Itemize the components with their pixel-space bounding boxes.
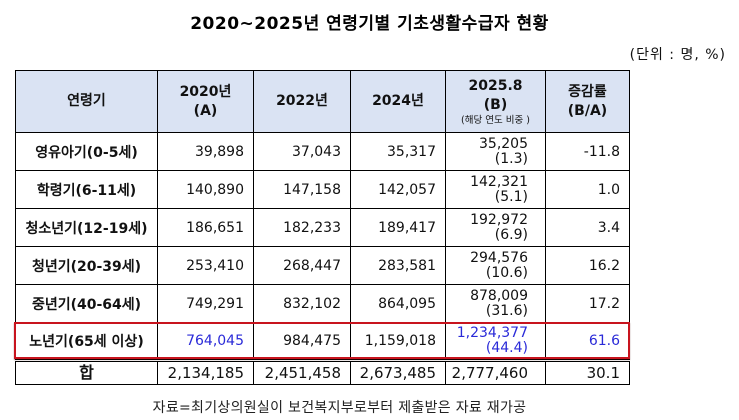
age-group-label: 학령기(6-11세): [15, 170, 158, 209]
age-group-label: 중년기(40-64세): [15, 284, 158, 323]
table-row: 청년기(20-39세) 253,410 268,447 283,581 294,…: [15, 246, 630, 285]
value-2024: 1,159,018: [350, 322, 446, 361]
value-2025-8: 1,234,377 (44.4): [445, 322, 546, 361]
value-2025-8: 142,321 (5.1): [445, 170, 546, 209]
value-2025-8: 878,009 (31.6): [445, 284, 546, 323]
header-change-rate: 증감률 (B/A): [545, 70, 630, 133]
value-2025-8: 294,576 (10.6): [445, 246, 546, 285]
value-2025-8: 192,972 (6.9): [445, 208, 546, 247]
change-rate: 17.2: [545, 284, 630, 323]
value-2020: 39,898: [157, 132, 254, 171]
share-value: (44.4): [485, 340, 528, 356]
value-2022: 182,233: [253, 208, 351, 247]
total-2025-8: 2,777,460: [445, 359, 546, 385]
value-2022: 37,043: [253, 132, 351, 171]
share-value: (10.6): [485, 264, 528, 281]
change-rate: -11.8: [545, 132, 630, 171]
header-age-group: 연령기: [15, 70, 158, 133]
total-row: 합 2,134,185 2,451,458 2,673,485 2,777,46…: [15, 359, 630, 385]
unit-label: (단위 : 명, %): [629, 47, 726, 63]
value-2024: 864,095: [350, 284, 446, 323]
total-change-rate: 30.1: [545, 359, 630, 385]
value-2020: 186,651: [157, 208, 254, 247]
share-value: (5.1): [494, 188, 528, 205]
header-row: 연령기 2020년 (A) 2022년 2024년 2025.8 (B) (해당 연도…: [15, 70, 630, 133]
page-title: 2020~2025년 연령기별 기초생활수급자 현황: [190, 14, 549, 34]
age-group-label: 청년기(20-39세): [15, 246, 158, 285]
total-2024: 2,673,485: [350, 359, 446, 385]
header-share-note: (해당 연도 비중 ): [461, 115, 530, 126]
table-row: 영유아기(0-5세) 39,898 37,043 35,317 35,205 (1…: [15, 132, 630, 171]
value-2022: 984,475: [253, 322, 351, 361]
total-2022: 2,451,458: [253, 359, 351, 385]
header-2025-8: 2025.8 (B) (해당 연도 비중 ): [445, 70, 546, 133]
total-label: 합: [15, 359, 158, 385]
value-2024: 35,317: [350, 132, 446, 171]
source-footnote: 자료=최기상의원실이 보건복지부로부터 제출받은 자료 재가공: [152, 400, 527, 416]
age-group-label: 청소년기(12-19세): [15, 208, 158, 247]
share-value: (6.9): [494, 226, 528, 243]
value-2020: 749,291: [157, 284, 254, 323]
value-2024: 189,417: [350, 208, 446, 247]
share-value: (31.6): [485, 302, 528, 319]
table-row: 청소년기(12-19세) 186,651 182,233 189,417 192…: [15, 208, 630, 247]
change-rate: 16.2: [545, 246, 630, 285]
total-2020: 2,134,185: [157, 359, 254, 385]
table-row-elderly-highlighted: 노년기(65세 이상) 764,045 984,475 1,159,018 1,…: [15, 322, 630, 361]
value-2024: 283,581: [350, 246, 446, 285]
table-row: 학령기(6-11세) 140,890 147,158 142,057 142,3…: [15, 170, 630, 209]
header-2020: 2020년 (A): [157, 70, 254, 133]
value-2022: 268,447: [253, 246, 351, 285]
header-2024: 2024년: [350, 70, 446, 133]
header-2022: 2022년: [253, 70, 351, 133]
value-2020: 140,890: [157, 170, 254, 209]
age-group-label: 노년기(65세 이상): [15, 322, 158, 361]
recipients-table: 연령기 2020년 (A) 2022년 2024년 2025.8 (B) (해당 연도…: [15, 70, 630, 385]
share-value: (1.3): [494, 150, 528, 167]
value-2020: 253,410: [157, 246, 254, 285]
age-group-label: 영유아기(0-5세): [15, 132, 158, 171]
value-2024: 142,057: [350, 170, 446, 209]
change-rate: 3.4: [545, 208, 630, 247]
change-rate: 1.0: [545, 170, 630, 209]
change-rate: 61.6: [545, 322, 630, 361]
value-2022: 147,158: [253, 170, 351, 209]
value-2022: 832,102: [253, 284, 351, 323]
value-2020: 764,045: [157, 322, 254, 361]
table-row: 중년기(40-64세) 749,291 832,102 864,095 878,…: [15, 284, 630, 323]
value-2025-8: 35,205 (1.3): [445, 132, 546, 171]
